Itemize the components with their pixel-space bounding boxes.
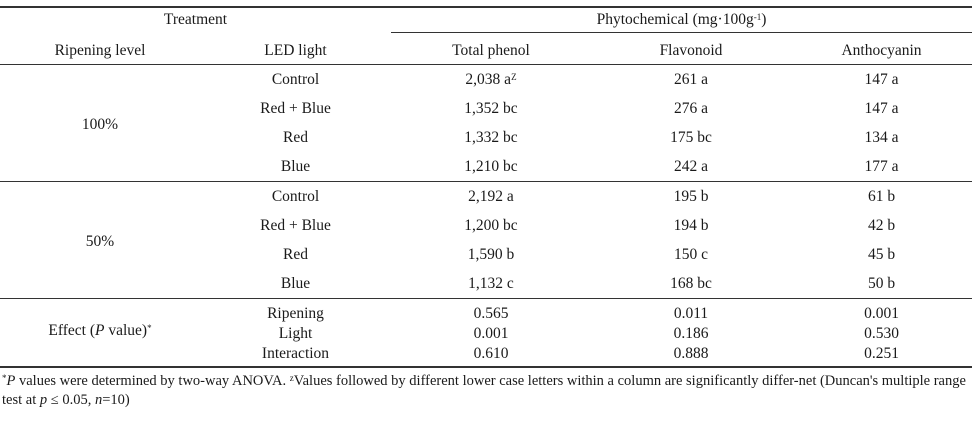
flavonoid-cell: 168 bc [670,275,712,292]
flavonoid-cell: 175 bc [670,129,712,146]
effect-anthocyanin-cell: 0.001 [864,305,899,322]
effect-label: Effect (P value)* [48,322,152,339]
effect-flavonoid-cell: 0.186 [673,325,709,342]
table-top-rule [0,6,972,8]
ripening-level-label: 100% [81,116,119,133]
total-phenol-cell: 2,192 a [468,188,514,205]
effect-factor-cell: Interaction [261,345,330,362]
led-light-cell: Red + Blue [260,100,331,117]
effect-flavonoid-cell: 0.888 [673,345,709,362]
header-phytochemical: Phytochemical (mg·100g-1) [596,11,767,28]
anthocyanin-cell: 45 b [867,246,896,263]
header-flavonoid: Flavonoid [659,42,723,59]
effect-anthocyanin-cell: 0.251 [864,345,899,362]
effect-factor-cell: Ripening [267,305,324,322]
effect-phenol-cell: 0.565 [473,305,509,322]
total-phenol-cell: 1,352 bc [464,100,518,117]
table-bottom-rule [0,366,972,368]
header-anthocyanin: Anthocyanin [841,42,922,59]
anthocyanin-cell: 177 a [864,158,899,175]
led-light-cell: Blue [280,158,311,175]
flavonoid-cell: 150 c [673,246,708,263]
led-light-cell: Control [271,188,320,205]
group-divider-1 [0,181,972,182]
header-led-light: LED light [264,42,327,59]
flavonoid-cell: 276 a [673,100,708,117]
total-phenol-cell: 2,038 aZ [465,71,517,88]
led-light-cell: Red [283,246,308,263]
table-footnote: *P values were determined by two-way ANO… [2,373,966,408]
flavonoid-cell: 242 a [673,158,708,175]
header-total-phenol: Total phenol [452,42,530,59]
anthocyanin-cell: 42 b [867,217,896,234]
anthocyanin-cell: 147 a [864,71,899,88]
effect-factor-cell: Light [278,325,313,342]
header-ripening-level: Ripening level [54,42,146,59]
header-treatment: Treatment [163,11,228,28]
ripening-level-label: 50% [85,233,115,250]
total-phenol-cell: 1,200 bc [464,217,518,234]
effect-flavonoid-cell: 0.011 [673,305,709,322]
led-light-cell: Red + Blue [260,217,331,234]
total-phenol-cell: 1,210 bc [464,158,518,175]
effect-phenol-cell: 0.610 [473,345,509,362]
flavonoid-cell: 195 b [673,188,709,205]
flavonoid-cell: 194 b [673,217,709,234]
led-light-cell: Control [271,71,320,88]
anthocyanin-cell: 134 a [864,129,899,146]
led-light-cell: Red [283,129,308,146]
effect-anthocyanin-cell: 0.530 [864,325,899,342]
header-bottom-rule [0,64,972,65]
flavonoid-cell: 261 a [673,71,708,88]
total-phenol-cell: 1,132 c [468,275,514,292]
led-light-cell: Blue [280,275,311,292]
effect-phenol-cell: 0.001 [473,325,509,342]
phytochemical-underline [391,32,972,33]
total-phenol-cell: 1,332 bc [464,129,518,146]
anthocyanin-cell: 50 b [867,275,896,292]
anthocyanin-cell: 61 b [867,188,896,205]
anthocyanin-cell: 147 a [864,100,899,117]
total-phenol-cell: 1,590 b [467,246,515,263]
group-divider-2 [0,298,972,299]
